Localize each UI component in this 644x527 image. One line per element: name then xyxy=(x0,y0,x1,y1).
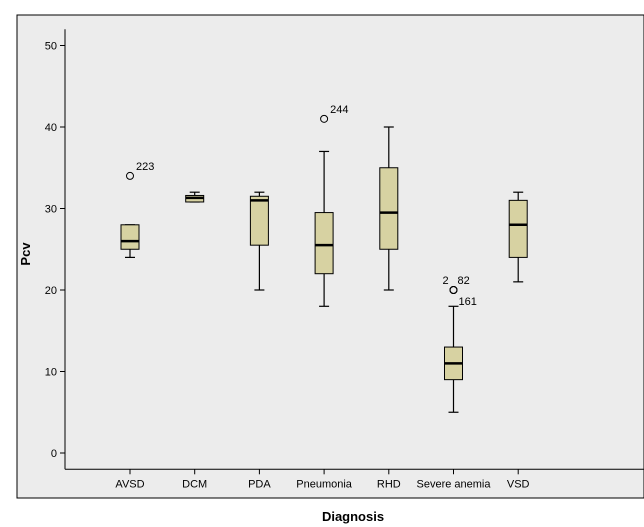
box-group-rhd xyxy=(379,126,399,291)
x-tick-label: RHD xyxy=(377,478,401,490)
x-tick-label: Pneumonia xyxy=(296,478,353,490)
x-tick-label: VSD xyxy=(507,478,530,490)
x-axis: AVSD DCM PDA Pneumonia RHD Severe anemia VSD xyxy=(65,468,644,490)
box-group-dcm xyxy=(185,191,205,203)
y-axis: 0 10 20 30 40 50 xyxy=(45,29,66,470)
box-group-pda xyxy=(249,191,269,291)
x-tick-label: DCM xyxy=(182,478,207,490)
box-group-severe-anemia: 2 82 161 xyxy=(443,275,477,413)
box-iqr xyxy=(120,224,140,250)
box-group-avsd: 223 xyxy=(120,161,154,258)
outlier-label: 2 xyxy=(443,275,449,287)
y-tick-label: 50 xyxy=(45,41,57,53)
box-iqr xyxy=(508,199,528,258)
y-tick-label: 0 xyxy=(51,448,57,460)
outlier-label: 244 xyxy=(330,104,348,116)
y-axis-title: Pcv xyxy=(18,242,33,266)
box-series: 223 244 2 82 161 xyxy=(120,104,528,413)
y-tick-label: 10 xyxy=(45,367,57,379)
x-tick-label: PDA xyxy=(248,478,271,490)
outlier-label: 82 xyxy=(458,275,470,287)
y-tick-label: 40 xyxy=(45,122,57,134)
x-axis-title: Diagnosis xyxy=(322,509,384,524)
box-group-vsd xyxy=(508,191,528,283)
y-tick-label: 20 xyxy=(45,285,57,297)
box-group-pneumonia: 244 xyxy=(314,104,348,307)
outlier-marker xyxy=(449,286,458,294)
box-iqr xyxy=(379,167,399,250)
x-tick-label: AVSD xyxy=(115,478,144,490)
outlier-marker xyxy=(126,171,134,180)
box-iqr xyxy=(249,195,269,246)
x-tick-label: Severe anemia xyxy=(417,478,492,490)
y-tick-label: 30 xyxy=(45,204,57,216)
outlier-label: 223 xyxy=(136,161,154,173)
box-iqr xyxy=(314,212,334,275)
outlier-marker xyxy=(320,114,329,123)
outlier-label: 161 xyxy=(459,296,477,308)
